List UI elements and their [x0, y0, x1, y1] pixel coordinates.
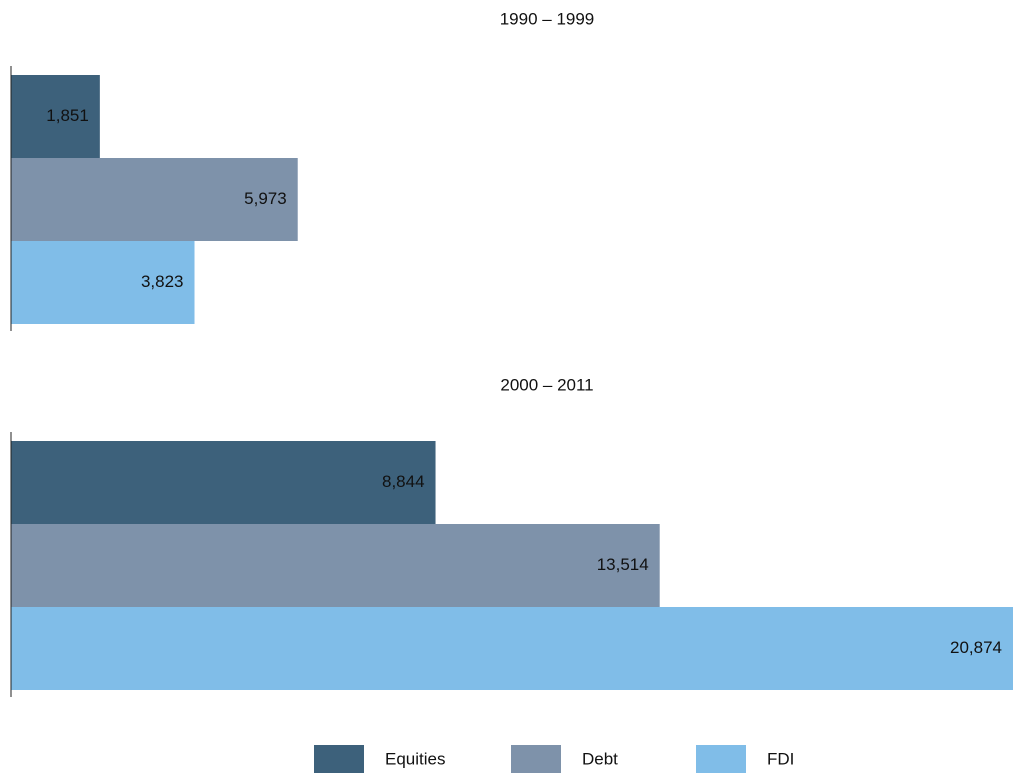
bar [11, 241, 195, 324]
value-label: 20,874 [950, 638, 1002, 657]
bar [11, 75, 100, 158]
chart-title: 2000 – 2011 [500, 375, 593, 394]
bar [11, 158, 298, 241]
value-label: 8,844 [382, 472, 425, 491]
value-label: 5,973 [244, 189, 287, 208]
legend-label: Equities [385, 749, 445, 768]
value-label: 13,514 [597, 555, 649, 574]
legend-swatch [314, 745, 364, 773]
bar [11, 607, 1013, 690]
legend-swatch [511, 745, 561, 773]
legend-label: Debt [582, 749, 618, 768]
value-label: 1,851 [46, 106, 89, 125]
chart-title: 1990 – 1999 [500, 9, 595, 28]
legend-label: FDI [767, 749, 794, 768]
value-label: 3,823 [141, 272, 184, 291]
bar [11, 524, 660, 607]
legend-swatch [696, 745, 746, 773]
bar [11, 441, 436, 524]
